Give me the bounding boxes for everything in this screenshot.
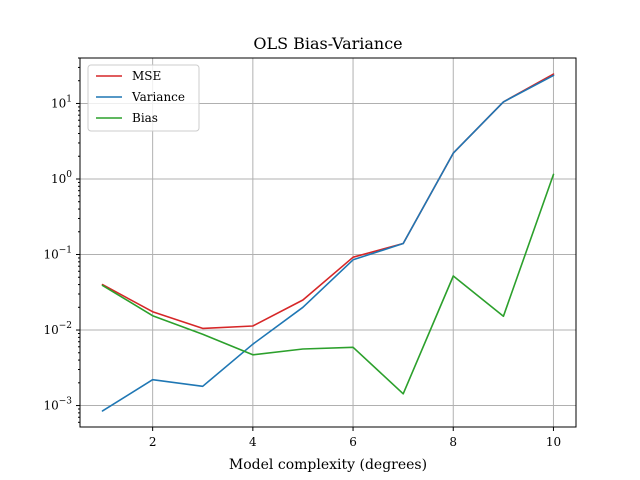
series-line-bias bbox=[101, 173, 555, 395]
x-tick-label: 8 bbox=[449, 435, 457, 449]
legend: MSE Variance Bias bbox=[87, 64, 200, 132]
chart-title: OLS Bias-Variance bbox=[253, 34, 402, 53]
y-tick-label: 10−2 bbox=[43, 321, 72, 337]
legend-label: Variance bbox=[131, 90, 185, 104]
x-tick-label: 10 bbox=[546, 435, 561, 449]
y-tick-label: 100 bbox=[51, 170, 72, 186]
legend-label: MSE bbox=[132, 69, 161, 83]
tick-layer: 2 4 6 8 10 10−3 10−2 10−1 100 101 bbox=[43, 57, 561, 449]
x-tick-label: 2 bbox=[149, 435, 157, 449]
y-tick-label: 10−1 bbox=[43, 246, 72, 262]
series-line-variance bbox=[101, 74, 555, 412]
series-layer bbox=[101, 73, 555, 412]
legend-box bbox=[87, 64, 200, 132]
y-tick-label: 10−3 bbox=[43, 397, 72, 413]
grid-layer bbox=[80, 58, 576, 427]
x-axis-label: Model complexity (degrees) bbox=[229, 457, 427, 473]
x-tick-label: 4 bbox=[249, 435, 257, 449]
plot-frame bbox=[79, 57, 577, 428]
legend-label: Bias bbox=[132, 111, 158, 125]
x-tick-label: 6 bbox=[349, 435, 357, 449]
y-tick-label: 101 bbox=[51, 94, 72, 110]
